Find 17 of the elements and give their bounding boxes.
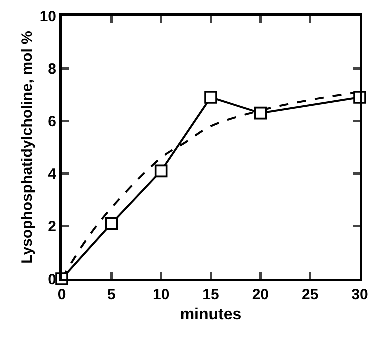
- x-axis-title: minutes: [180, 306, 242, 324]
- x-tick-label: 20: [252, 286, 270, 304]
- y-tick-label: 6: [48, 113, 56, 130]
- point: [254, 106, 268, 120]
- y-axis-title: Lysophosphatidylcholine, mol %: [18, 31, 36, 264]
- y-tick-label: 8: [48, 60, 56, 78]
- y-tick-label: 10: [40, 8, 56, 26]
- point: [105, 217, 118, 230]
- x-tick-label: 30: [352, 286, 368, 304]
- x-tick-label: 25: [302, 286, 319, 304]
- point: [154, 164, 168, 178]
- x-tick-label: 15: [202, 286, 220, 304]
- y-tick-label: 2: [48, 218, 56, 236]
- y-tick-label: 4: [48, 166, 58, 184]
- point: [204, 91, 218, 104]
- x-tick-label: 5: [108, 286, 116, 304]
- x-tick-label: 10: [152, 286, 170, 304]
